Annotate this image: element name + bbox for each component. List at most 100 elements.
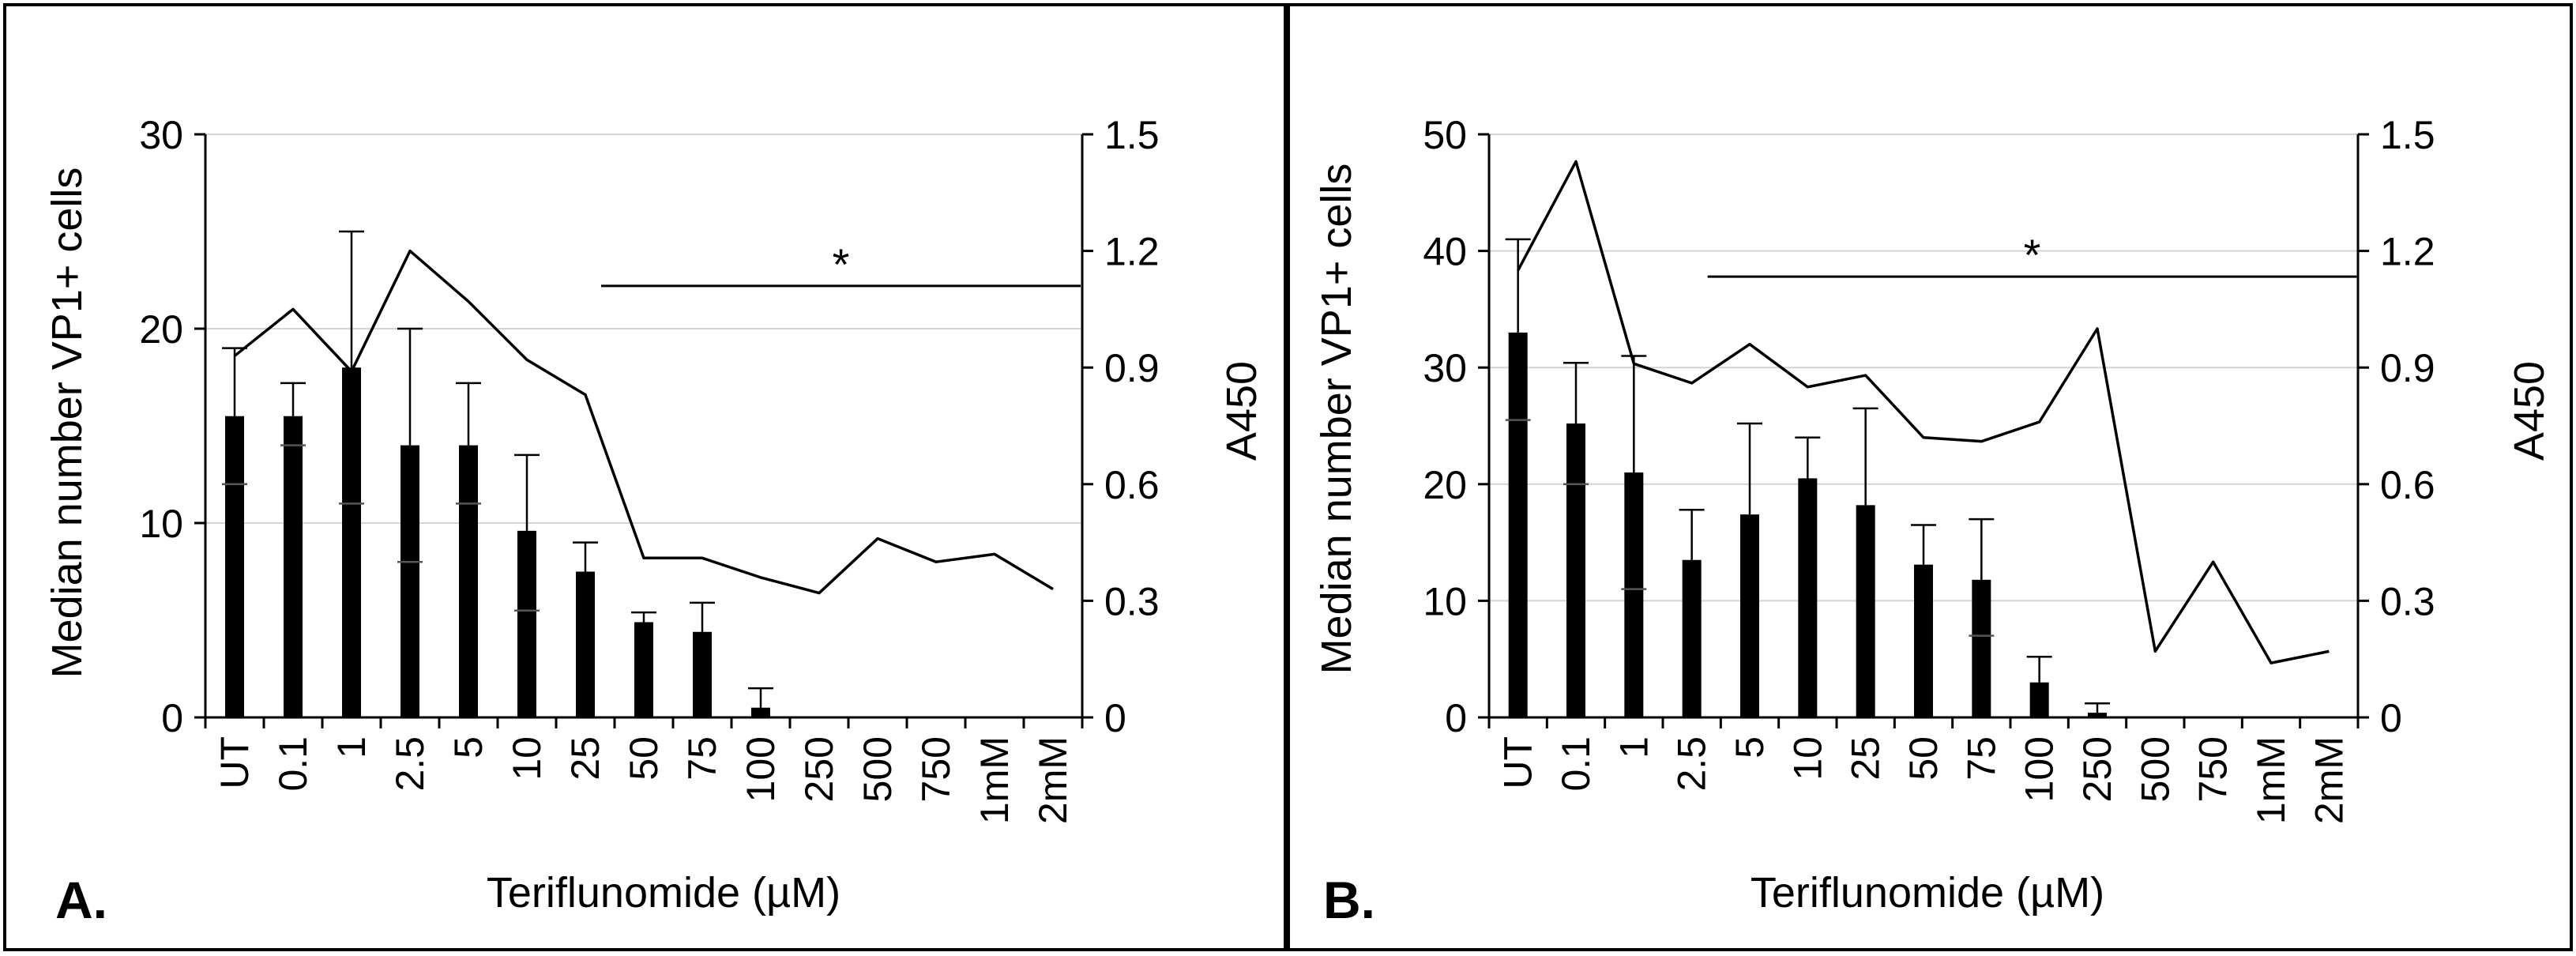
panel-a-left-tick-label: 0 (161, 696, 183, 740)
panel-b-category-label: 1 (1611, 736, 1656, 758)
panel-b-category-label: 2.5 (1670, 736, 1714, 792)
panel-a-bar-2.5 (401, 445, 419, 717)
panel-a-bar-1 (342, 367, 361, 717)
panel-a-bar-100 (751, 707, 770, 717)
panel-a-category-label: 500 (856, 736, 900, 802)
panel-b-frame (1287, 3, 2573, 951)
panel-b-right-tick-labels: 0 0.3 0.6 0.9 1.2 1.5 (2380, 113, 2435, 740)
panel-b-category-label: 500 (2133, 736, 2177, 802)
panel-a-right-tick-label: 0 (1104, 696, 1126, 740)
panel-b-category-label: 75 (1959, 736, 2003, 781)
panel-a-bar-UT (225, 416, 244, 717)
panel-b-category-label: 2mM (2307, 736, 2351, 824)
panel-a-x-axis-title: Teriflunomide (µM) (487, 869, 840, 916)
panel-a-bars (225, 367, 770, 717)
panel-a-left-tick-labels: 0 10 20 30 (139, 113, 183, 740)
panel-a-category-label: 5 (446, 736, 491, 758)
panel-b-significance-asterisk: * (2024, 230, 2041, 280)
panel-a-right-tick-label: 1.5 (1104, 113, 1160, 157)
panel-b-x-axis-title: Teriflunomide (µM) (1751, 869, 2104, 916)
panel-a-right-tick-label: 1.2 (1104, 230, 1160, 274)
panel-a-category-label: 250 (797, 736, 841, 802)
panel-a-bar-0.1 (284, 416, 303, 717)
panel-b-bar-10 (1798, 478, 1818, 717)
panel-b-axes (1478, 133, 2369, 728)
panel-a-category-label: 1mM (972, 736, 1017, 824)
panel-a-category-label: 1 (329, 736, 374, 758)
panel-a-right-tick-label: 0.6 (1104, 463, 1160, 507)
panel-b-bar-1 (1624, 472, 1644, 717)
panel-a-category-label: 2.5 (388, 736, 432, 792)
panel-b-category-labels: UT 0.1 1 2.5 5 10 25 50 75 100 250 500 750 1mM 2mM (1496, 736, 2352, 824)
panel-a-category-label: 0.1 (271, 736, 315, 792)
panel-b-bar-100 (2029, 682, 2049, 717)
panel-b-category-label: 50 (1901, 736, 1946, 781)
panel-b-category-label: 750 (2191, 736, 2236, 802)
panel-a-category-labels: UT 0.1 1 2.5 5 10 25 50 75 100 250 500 750 1mM 2mM (212, 736, 1075, 824)
panel-a-significance: * (601, 239, 1081, 289)
panel-b-a450-line (1517, 160, 2330, 664)
panel-b-category-label: 1mM (2249, 736, 2293, 824)
panel-a-bar-50 (634, 622, 653, 717)
panel-a-bar-10 (517, 530, 536, 717)
panel-b-bar-2.5 (1682, 559, 1702, 717)
panel-b-category-label: UT (1496, 736, 1540, 789)
panel-b-label: B. (1323, 871, 1375, 929)
panel-b-right-tick-label: 0.6 (2380, 463, 2435, 507)
panel-b-left-tick-label: 30 (1423, 346, 1467, 390)
panel-a-right-tick-labels: 0 0.3 0.6 0.9 1.2 1.5 (1104, 113, 1160, 740)
panel-b-right-tick-label: 1.5 (2380, 113, 2435, 157)
panel-a-category-label: UT (212, 736, 257, 789)
panel-a-frame (3, 3, 1287, 951)
panel-a-bar-75 (693, 631, 712, 717)
panel-b-category-label: 10 (1785, 736, 1830, 781)
panel-b-right-tick-label: 0.3 (2380, 579, 2435, 623)
panel-b-bar-75 (1972, 579, 1991, 717)
panel-b-bar-UT (1508, 332, 1528, 717)
panel-a-a450-polyline (233, 249, 1054, 595)
panel-b-bar-25 (1856, 505, 1875, 717)
panel-b-left-tick-labels: 0 10 20 30 40 50 (1423, 113, 1467, 740)
panel-b-left-tick-label: 20 (1423, 463, 1467, 507)
panel-b-left-tick-label: 40 (1423, 230, 1467, 274)
panel-b-bar-50 (1914, 564, 1933, 717)
panel-b-bar-250 (2088, 713, 2107, 717)
panel-b-bar-0.1 (1566, 423, 1585, 717)
panel-a-category-label: 2mM (1031, 736, 1075, 824)
panel-a-category-label: 10 (505, 736, 549, 781)
panel-b-left-tick-label: 10 (1423, 579, 1467, 623)
panel-b-significance: * (1707, 230, 2357, 280)
panel-b-error-bars (1505, 238, 2110, 713)
panel-a-right-tick-label: 0.3 (1104, 579, 1160, 623)
panel-b-a450-polyline (1517, 160, 2330, 664)
panel-a-a450-line (233, 249, 1054, 595)
panel-a-left-tick-label: 30 (139, 113, 183, 157)
panel-a-category-label: 750 (914, 736, 958, 802)
panel-a-bar-5 (459, 445, 478, 717)
panel-a-category-label: 75 (680, 736, 724, 781)
panel-a-category-label: 25 (563, 736, 607, 781)
panel-b-bar-5 (1740, 514, 1759, 717)
panel-a-chart: 0 10 20 30 0 0.3 0.6 0.9 1.2 1.5 UT 0.1 1 2.5 5 10 25 5… (43, 113, 1265, 929)
panel-a-right-axis-title: A450 (1218, 361, 1265, 461)
panel-a-label: A. (55, 871, 107, 929)
panel-a-significance-asterisk: * (833, 239, 850, 289)
panel-b-right-axis-title: A450 (2506, 361, 2553, 461)
panel-a-category-label: 100 (739, 736, 783, 802)
panel-a-left-tick-label: 20 (139, 307, 183, 352)
panel-b-right-tick-label: 0.9 (2380, 346, 2435, 390)
panel-a-category-label: 50 (622, 736, 666, 781)
panel-a-y-axis-title: Median number VP1+ cells (43, 167, 91, 679)
panel-a-bar-25 (576, 571, 595, 717)
panel-b-left-tick-label: 50 (1423, 113, 1467, 157)
panel-b-category-label: 0.1 (1554, 736, 1598, 792)
panel-a-right-tick-label: 0.9 (1104, 346, 1160, 390)
panel-b-left-tick-label: 0 (1445, 696, 1467, 740)
panel-b-category-label: 5 (1728, 736, 1772, 758)
panel-b-right-tick-label: 0 (2380, 696, 2402, 740)
panel-a-axes (194, 133, 1093, 728)
panel-b-y-axis-title: Median number VP1+ cells (1313, 164, 1360, 675)
panel-a-left-tick-label: 10 (139, 502, 183, 546)
